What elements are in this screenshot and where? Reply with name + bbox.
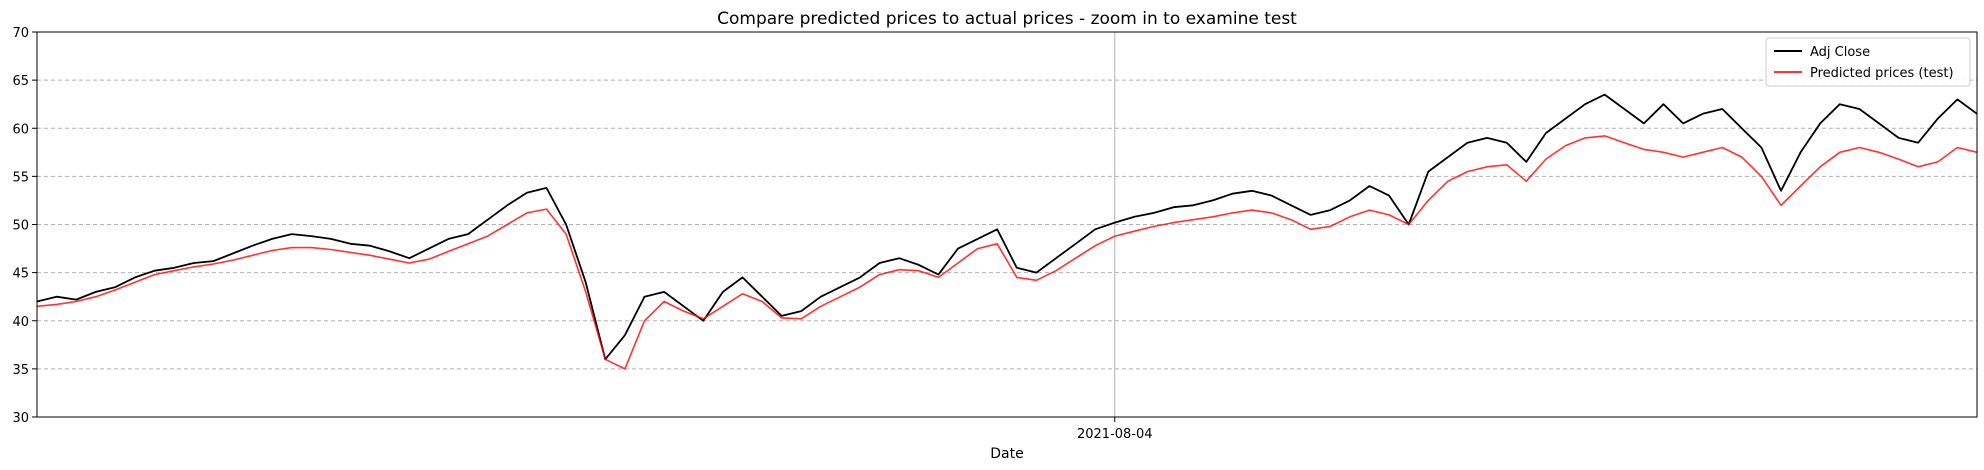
series-line-adj-close bbox=[36, 93, 1978, 361]
x-tick-label: 2021-08-04 bbox=[1077, 427, 1153, 442]
x-axis-title: Date bbox=[990, 446, 1023, 462]
y-tick-label: 40 bbox=[12, 315, 29, 330]
legend: Adj Close Predicted prices (test) bbox=[1765, 37, 1971, 87]
chart-title: Compare predicted prices to actual price… bbox=[717, 9, 1297, 29]
legend-label-predicted: Predicted prices (test) bbox=[1810, 66, 1954, 81]
y-tick-label: 35 bbox=[12, 363, 29, 378]
legend-label-adj-close: Adj Close bbox=[1810, 45, 1870, 60]
y-tick-label: 55 bbox=[12, 170, 29, 185]
y-tick-label: 65 bbox=[12, 74, 29, 89]
legend-frame bbox=[1765, 37, 1971, 87]
grid-lines bbox=[37, 32, 1977, 417]
y-tick-label: 60 bbox=[12, 122, 29, 137]
y-tick-label: 50 bbox=[12, 219, 29, 234]
y-tick-label: 45 bbox=[12, 267, 29, 282]
y-tick-label: 70 bbox=[12, 26, 29, 41]
y-axis: 30 35 40 45 50 55 60 65 70 bbox=[12, 26, 37, 426]
y-tick-label: 30 bbox=[12, 411, 29, 426]
x-axis: 2021-08-04 bbox=[1077, 417, 1153, 442]
series-line-predicted bbox=[36, 135, 1978, 370]
series-lines bbox=[36, 93, 1978, 370]
